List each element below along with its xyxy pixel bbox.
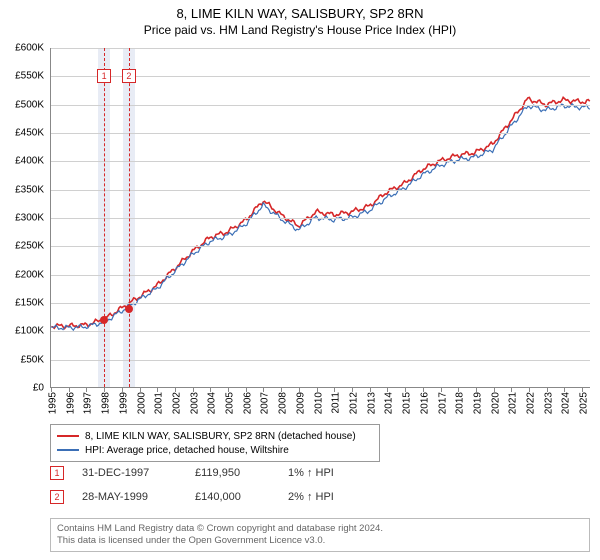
chart-legend: 8, LIME KILN WAY, SALISBURY, SP2 8RN (de…	[50, 424, 380, 462]
x-tick-label: 1998	[101, 392, 112, 414]
x-tick-label: 2022	[526, 392, 537, 414]
x-tick-label: 2002	[172, 392, 183, 414]
sale-row: 1 31-DEC-1997 £119,950 1% ↑ HPI	[50, 466, 590, 480]
y-gridline	[51, 190, 590, 191]
x-tick-label: 2011	[331, 392, 342, 414]
legend-item: 8, LIME KILN WAY, SALISBURY, SP2 8RN (de…	[57, 429, 373, 443]
y-gridline	[51, 360, 590, 361]
y-tick-label: £350K	[0, 184, 44, 195]
attribution-box: Contains HM Land Registry data © Crown c…	[50, 518, 590, 552]
x-tick-label: 2004	[207, 392, 218, 414]
x-tick-label: 2025	[579, 392, 590, 414]
y-tick-label: £50K	[0, 354, 44, 365]
y-tick-label: £250K	[0, 241, 44, 252]
x-tick-label: 2013	[366, 392, 377, 414]
x-tick-label: 2017	[437, 392, 448, 414]
attribution-line: This data is licensed under the Open Gov…	[57, 535, 583, 547]
x-tick-label: 2009	[296, 392, 307, 414]
y-tick-label: £300K	[0, 213, 44, 224]
y-tick-label: £150K	[0, 298, 44, 309]
x-tick-label: 1996	[65, 392, 76, 414]
y-tick-label: £500K	[0, 99, 44, 110]
sale-row: 2 28-MAY-1999 £140,000 2% ↑ HPI	[50, 490, 590, 504]
sale-point-marker	[125, 305, 133, 313]
sale-point-marker	[100, 316, 108, 324]
y-gridline	[51, 133, 590, 134]
sale-date: 28-MAY-1999	[82, 491, 177, 503]
attribution-line: Contains HM Land Registry data © Crown c…	[57, 523, 583, 535]
page-subtitle: Price paid vs. HM Land Registry's House …	[0, 23, 600, 37]
sale-dashline	[129, 48, 130, 387]
x-tick-label: 2024	[561, 392, 572, 414]
x-tick-label: 2010	[313, 392, 324, 414]
x-tick-label: 1999	[119, 392, 130, 414]
sale-hpi: 1% ↑ HPI	[288, 467, 334, 479]
y-tick-label: £450K	[0, 128, 44, 139]
x-tick-label: 2014	[384, 392, 395, 414]
sale-row-marker: 1	[50, 466, 64, 480]
y-tick-label: £550K	[0, 71, 44, 82]
y-gridline	[51, 303, 590, 304]
sale-marker-box: 1	[97, 69, 111, 83]
legend-swatch	[57, 435, 79, 437]
sale-marker-box: 2	[122, 69, 136, 83]
sale-dashline	[104, 48, 105, 387]
y-tick-label: £600K	[0, 43, 44, 54]
legend-label: HPI: Average price, detached house, Wilt…	[85, 445, 289, 456]
price-chart: 1995199619971998199920002001200220032004…	[50, 48, 590, 388]
x-tick-label: 2018	[455, 392, 466, 414]
legend-item: HPI: Average price, detached house, Wilt…	[57, 443, 373, 457]
y-gridline	[51, 48, 590, 49]
sale-price: £119,950	[195, 467, 270, 479]
sale-price: £140,000	[195, 491, 270, 503]
y-tick-label: £100K	[0, 326, 44, 337]
y-gridline	[51, 161, 590, 162]
x-tick-label: 2021	[508, 392, 519, 414]
sale-date: 31-DEC-1997	[82, 467, 177, 479]
page-title: 8, LIME KILN WAY, SALISBURY, SP2 8RN	[0, 6, 600, 21]
y-gridline	[51, 105, 590, 106]
x-tick-label: 2005	[225, 392, 236, 414]
sale-row-marker: 2	[50, 490, 64, 504]
series-line	[51, 104, 589, 330]
legend-label: 8, LIME KILN WAY, SALISBURY, SP2 8RN (de…	[85, 431, 356, 442]
legend-swatch	[57, 449, 79, 451]
x-tick-label: 2003	[189, 392, 200, 414]
y-tick-label: £0	[0, 383, 44, 394]
y-gridline	[51, 218, 590, 219]
x-tick-label: 2023	[543, 392, 554, 414]
y-tick-label: £400K	[0, 156, 44, 167]
y-gridline	[51, 331, 590, 332]
x-tick-label: 2001	[154, 392, 165, 414]
y-tick-label: £200K	[0, 269, 44, 280]
x-tick-label: 2012	[349, 392, 360, 414]
y-gridline	[51, 275, 590, 276]
x-tick-label: 2007	[260, 392, 271, 414]
sale-hpi: 2% ↑ HPI	[288, 491, 334, 503]
x-tick-label: 1997	[83, 392, 94, 414]
y-gridline	[51, 246, 590, 247]
x-tick-label: 2000	[136, 392, 147, 414]
x-tick-label: 2015	[402, 392, 413, 414]
x-tick-label: 1995	[48, 392, 59, 414]
x-tick-label: 2019	[473, 392, 484, 414]
x-tick-label: 2020	[490, 392, 501, 414]
x-tick-label: 2006	[242, 392, 253, 414]
x-tick-label: 2016	[419, 392, 430, 414]
x-tick-label: 2008	[278, 392, 289, 414]
